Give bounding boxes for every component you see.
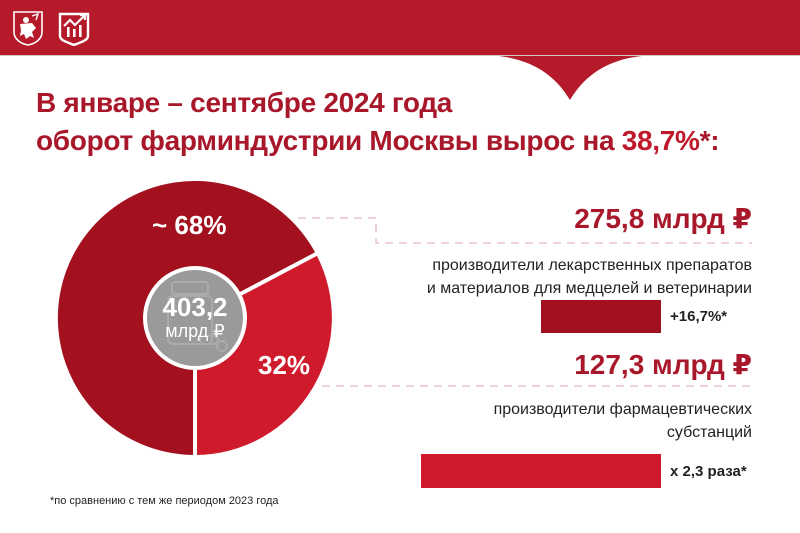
segment-1-growth-bar bbox=[541, 300, 661, 333]
total-value: 403,2 bbox=[162, 292, 228, 322]
segment-1-description: производители лекарственных препаратов и… bbox=[426, 257, 752, 297]
total-unit: млрд ₽ bbox=[165, 321, 225, 341]
segment-1-amount: 275,8 млрд ₽ bbox=[574, 203, 752, 234]
pie-label-68: ~ 68% bbox=[152, 210, 227, 240]
pie-label-32: 32% bbox=[258, 350, 311, 380]
connector-line-1 bbox=[298, 217, 752, 244]
segment-1-growth-label: +16,7%* bbox=[670, 308, 728, 325]
segment-2-growth-label: x 2,3 раза* bbox=[670, 463, 747, 480]
title-line-2: оборот фарминдустрии Москвы вырос на 38,… bbox=[36, 125, 720, 156]
segment-2-description: производители фармацевтических субстанци… bbox=[493, 401, 752, 441]
segment-2-growth-bar bbox=[421, 454, 661, 488]
segment-2-amount: 127,3 млрд ₽ bbox=[574, 349, 752, 380]
growth-chart-shield-icon bbox=[58, 10, 90, 47]
title-line-1: В январе – сентябре 2024 года bbox=[36, 87, 453, 118]
header-band bbox=[0, 0, 800, 100]
growth-highlight: 38,7% bbox=[621, 125, 700, 156]
page-title: В январе – сентябре 2024 года оборот фар… bbox=[36, 84, 720, 160]
moscow-coat-of-arms-icon bbox=[12, 10, 44, 46]
pill-bottle-icon bbox=[167, 281, 228, 352]
footnote: *по сравнению с тем же периодом 2023 год… bbox=[50, 495, 279, 507]
